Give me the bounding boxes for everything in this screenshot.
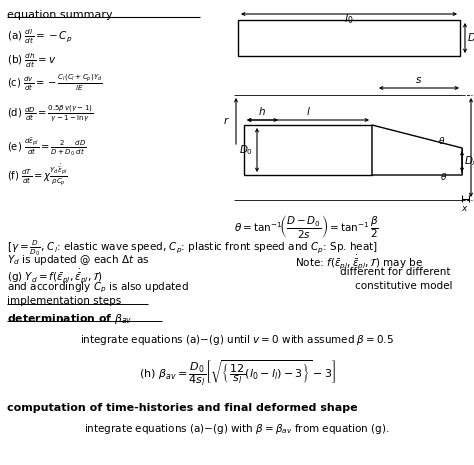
Text: $\theta$: $\theta$ (438, 134, 446, 146)
Text: different for different: different for different (340, 267, 450, 277)
Text: $\theta=\tan^{-1}\!\!\left(\dfrac{D-D_0}{2s}\right)=\tan^{-1}\dfrac{\beta}{2}$: $\theta=\tan^{-1}\!\!\left(\dfrac{D-D_0}… (234, 213, 379, 240)
Text: (g) $Y_d = f(\bar{\varepsilon}_{pl}, \dot{\bar{\varepsilon}}_{pl}, \mathcal{T})$: (g) $Y_d = f(\bar{\varepsilon}_{pl}, \do… (7, 267, 103, 285)
Text: $l_0$: $l_0$ (344, 12, 354, 26)
Text: constitutive model: constitutive model (355, 281, 453, 291)
Bar (244, 125, 372, 175)
Text: determination of $\beta_{av}$: determination of $\beta_{av}$ (7, 312, 132, 326)
Text: (d) $\frac{dD}{dt} = \frac{0.5\beta\,v(\gamma-1)}{\gamma-1-\ln\gamma}$: (d) $\frac{dD}{dt} = \frac{0.5\beta\,v(\… (7, 104, 93, 124)
Text: $Y_d$ is updated @ each $\Delta t$ as: $Y_d$ is updated @ each $\Delta t$ as (7, 253, 149, 267)
Text: (h) $\beta_{av}=\dfrac{D_0}{4s_l}\left[\sqrt{\left\{\dfrac{12}{s_l}(l_0-l_l)-3\r: (h) $\beta_{av}=\dfrac{D_0}{4s_l}\left[\… (138, 358, 336, 388)
Text: computation of time-histories and final deformed shape: computation of time-histories and final … (7, 403, 357, 413)
Text: $[\gamma = \frac{D}{D_0}$, $C_l$: elastic wave speed, $C_p$: plastic front speed: $[\gamma = \frac{D}{D_0}$, $C_l$: elasti… (7, 238, 378, 258)
Text: $x$: $x$ (461, 204, 469, 213)
Text: (f) $\frac{dT}{dt} = \chi\frac{Y_d\dot{\bar{\varepsilon}}_{pl}}{\rho C_p}$: (f) $\frac{dT}{dt} = \chi\frac{Y_d\dot{\… (7, 163, 68, 189)
Text: $\theta$: $\theta$ (440, 172, 447, 182)
Text: Note: $f(\bar{\varepsilon}_{pl},\dot{\bar{\varepsilon}}_{pl},\mathcal{T})$ may b: Note: $f(\bar{\varepsilon}_{pl},\dot{\ba… (295, 253, 423, 271)
Bar (238, 20, 460, 56)
Polygon shape (372, 125, 462, 175)
Text: $r$: $r$ (223, 115, 230, 126)
Text: $l$: $l$ (306, 105, 310, 117)
Text: implementation steps: implementation steps (7, 296, 121, 306)
Text: $s$: $s$ (415, 75, 423, 85)
Text: $D_x$: $D_x$ (464, 154, 474, 168)
Text: $h$: $h$ (258, 105, 266, 117)
Text: $D_0$: $D_0$ (467, 31, 474, 45)
Text: integrate equations (a)$-$(g) with $\beta=\beta_{av}$ from equation (g).: integrate equations (a)$-$(g) with $\bet… (84, 422, 390, 436)
Text: (a) $\frac{dl}{dt} = -C_p$: (a) $\frac{dl}{dt} = -C_p$ (7, 28, 73, 46)
Text: (e) $\frac{d\bar{\varepsilon}_{pl}}{dt} = \frac{2}{D+D_0}\frac{dD}{dt}$: (e) $\frac{d\bar{\varepsilon}_{pl}}{dt} … (7, 136, 86, 158)
Text: (c) $\frac{dv}{dt} = -\frac{C_l(C_l+C_p)Y_d}{lE}$: (c) $\frac{dv}{dt} = -\frac{C_l(C_l+C_p)… (7, 72, 103, 93)
Text: $D$: $D$ (473, 141, 474, 153)
Text: and accordingly $C_p$ is also updated: and accordingly $C_p$ is also updated (7, 281, 189, 295)
Text: $D_0$: $D_0$ (239, 143, 253, 157)
Text: integrate equations (a)$-$(g) until $v=0$ with assumed $\beta=0.5$: integrate equations (a)$-$(g) until $v=0… (80, 333, 394, 347)
Text: (b) $\frac{dh}{dt} = v$: (b) $\frac{dh}{dt} = v$ (7, 52, 56, 71)
Text: equation summary: equation summary (7, 10, 113, 20)
